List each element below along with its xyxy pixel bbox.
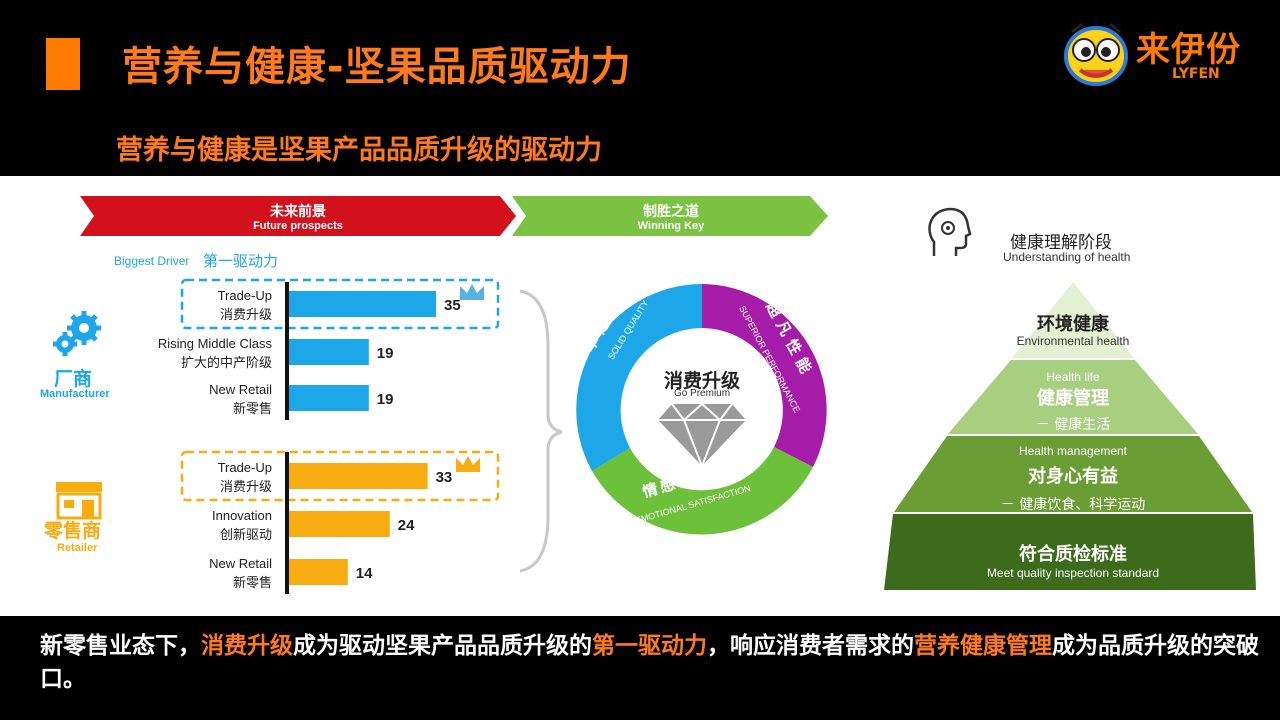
bracket-connector — [519, 289, 563, 573]
store-icon — [56, 482, 102, 520]
biggest-driver-en: Biggest Driver — [114, 254, 190, 268]
crown-icon — [460, 284, 484, 300]
bar-label-cn-1-1: 创新驱动 — [220, 527, 272, 543]
retailer-label-cn: 零售商 — [44, 520, 102, 542]
summary-part-3: ，响应消费者需求的 — [707, 633, 914, 659]
bar-1-2 — [289, 559, 348, 585]
winning-banner-en: Winning Key — [637, 220, 705, 232]
bar-1-0 — [289, 463, 428, 489]
diamond-icon — [658, 402, 746, 469]
summary-highlight-2: 第一驱动力 — [592, 633, 707, 659]
summary-part-4: 成为品质升级的突破口。 — [40, 633, 1259, 692]
brand-name-latin: LYFEN — [1172, 66, 1220, 82]
summary-highlight-3: 营养健康管理 — [914, 633, 1052, 659]
pyramid-level-3-detail: － 健康饮食、科学运动 — [1000, 497, 1146, 513]
bar-0-1 — [289, 339, 369, 365]
pyramid-level-2-cn: 健康管理 — [1037, 388, 1109, 409]
winning-banner-shape — [512, 196, 828, 236]
manufacturer-label-en: Manufacturer — [40, 388, 110, 400]
bar-value-0-1: 19 — [377, 345, 394, 362]
title-accent-block — [46, 38, 80, 90]
go-premium-ring — [576, 284, 828, 536]
bar-value-1-1: 24 — [398, 517, 415, 534]
bar-label-en-1-0: Trade-Up — [218, 460, 272, 475]
gears-icon — [53, 311, 101, 356]
bar-label-cn-1-0: 消费升级 — [220, 480, 272, 495]
ring-center-en: Go Premium — [673, 388, 731, 399]
pyramid-level-1-en: Environmental health — [1016, 334, 1130, 348]
pyramid-level-quality — [884, 514, 1256, 590]
future-banner-cn: 未来前景 — [270, 204, 326, 220]
bar-label-cn-0-1: 扩大的中产阶级 — [181, 355, 272, 371]
bar-value-0-2: 19 — [377, 391, 394, 408]
pyramid-level-4-cn: 符合质检标准 — [1019, 544, 1127, 565]
bar-label-en-0-0: Trade-Up — [218, 288, 272, 303]
summary-part-1: 新零售业态下， — [40, 633, 201, 659]
pyramid-heading-en: Understanding of health — [1003, 250, 1131, 264]
driver-bar-chart: 35 Trade-Up 消费升级 19 Rising Middle Class 扩大的中产… — [158, 278, 500, 594]
manufacturer-label-cn: 厂商 — [54, 368, 93, 390]
content-panel: 未来前景 Future prospects 制胜之道 Winning Key B… — [0, 176, 1280, 616]
bar-value-0-0: 35 — [444, 297, 461, 314]
summary-highlight-1: 消费升级 — [201, 633, 293, 659]
page-title: 营养与健康-坚果品质驱动力 — [122, 44, 632, 90]
future-banner-shape — [80, 196, 516, 236]
page-subtitle: 营养与健康是坚果产品品质升级的驱动力 — [116, 135, 602, 166]
bar-label-cn-0-2: 新零售 — [233, 401, 272, 417]
retailer-label-en: Retailer — [57, 542, 98, 554]
bar-label-en-0-1: Rising Middle Class — [158, 336, 273, 351]
crown-icon — [456, 456, 480, 472]
mascot-icon — [1064, 22, 1128, 86]
bar-0-2 — [289, 385, 369, 411]
bar-0-0 — [289, 291, 436, 317]
banner-arrows — [80, 196, 828, 236]
winning-banner-cn: 制胜之道 — [643, 204, 699, 220]
future-banner-en: Future prospects — [253, 220, 343, 232]
pyramid-level-1-cn: 环境健康 — [1037, 314, 1109, 335]
brand-logo: 来伊份 LYFEN — [1058, 14, 1268, 90]
summary-text: 新零售业态下，消费升级成为驱动坚果产品品质升级的第一驱动力，响应消费者需求的营养… — [40, 630, 1260, 696]
brand-name: 来伊份 — [1136, 30, 1241, 70]
highlight-box-1 — [180, 450, 500, 502]
bar-label-en-0-2: New Retail — [209, 382, 272, 397]
pyramid-level-2-detail: － 健康生活 — [1035, 417, 1111, 433]
pyramid-level-health-management — [894, 436, 1252, 512]
bar-label-cn-0-0: 消费升级 — [220, 308, 272, 323]
pyramid-level-2-small: Health life — [1046, 370, 1100, 384]
biggest-driver-cn: 第一驱动力 — [203, 252, 279, 270]
health-pyramid — [884, 282, 1256, 590]
summary-part-2: 成为驱动坚果产品品质升级的 — [293, 633, 592, 659]
pyramid-level-health-life — [948, 360, 1198, 434]
bar-label-en-1-2: New Retail — [209, 556, 272, 571]
bar-label-en-1-1: Innovation — [212, 508, 272, 523]
pyramid-level-environmental — [1012, 282, 1134, 358]
bar-label-cn-1-2: 新零售 — [233, 575, 272, 591]
ring-segment-emotional-satisfaction — [592, 447, 813, 535]
head-profile-icon — [928, 207, 972, 256]
highlight-box-0 — [180, 278, 500, 330]
bar-1-1 — [289, 511, 390, 537]
ring-center-cn: 消费升级 — [663, 370, 740, 392]
pyramid-heading-cn: 健康理解阶段 — [1010, 233, 1112, 253]
pyramid-level-3-cn: 对身心有益 — [1028, 466, 1118, 487]
ring-segment-solid-quality — [576, 284, 702, 471]
ring-segment-superior-performance — [702, 284, 827, 467]
pyramid-level-3-small: Health management — [1018, 444, 1128, 458]
pyramid-level-4-en: Meet quality inspection standard — [986, 566, 1160, 580]
bar-value-1-0: 33 — [436, 469, 453, 486]
bar-value-1-2: 14 — [356, 565, 373, 582]
